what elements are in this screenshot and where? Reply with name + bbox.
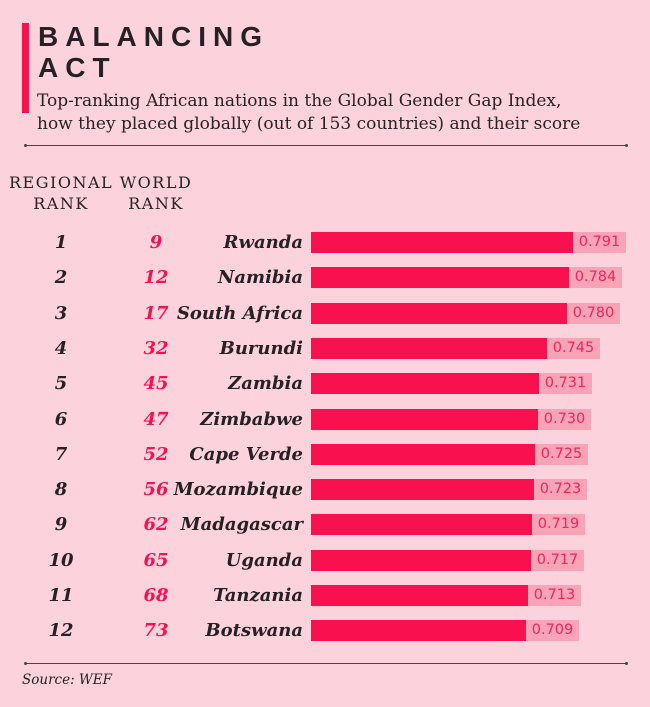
country-label: Burundi <box>219 337 303 359</box>
country-label: Namibia <box>217 267 303 289</box>
table-row: 4 32 Burundi 0.745 <box>0 337 650 359</box>
world-rank-value: 73 <box>143 620 169 642</box>
world-rank-value: 12 <box>143 267 169 289</box>
regional-rank-value: 7 <box>54 443 68 465</box>
country-label: Madagascar <box>180 514 303 536</box>
score-value: 0.780 <box>572 304 615 321</box>
score-value-chip: 0.745 <box>547 337 600 359</box>
world-rank-value: 62 <box>143 514 169 536</box>
regional-rank-value: 4 <box>54 337 68 359</box>
score-value-chip: 0.709 <box>526 620 579 642</box>
score-bar <box>311 373 539 395</box>
score-value-chip: 0.717 <box>531 549 584 571</box>
regional-rank-value: 6 <box>54 408 68 430</box>
regional-rank-value: 3 <box>54 302 68 324</box>
country-label: Botswana <box>205 620 303 642</box>
table-row: 3 17 South Africa 0.780 <box>0 302 650 324</box>
regional-rank-value: 5 <box>54 373 68 395</box>
score-value-chip: 0.784 <box>569 267 622 289</box>
score-bar <box>311 585 528 606</box>
regional-rank-value: 2 <box>54 267 68 289</box>
column-header-regional-rank: REGIONAL RANK <box>9 173 114 213</box>
world-rank-value: 65 <box>143 549 169 571</box>
country-label: South Africa <box>176 302 303 324</box>
score-bar <box>311 479 534 501</box>
bottom-divider <box>24 662 628 665</box>
score-value-chip: 0.719 <box>532 514 585 536</box>
country-label: Zambia <box>228 373 303 395</box>
table-row: 12 73 Botswana 0.709 <box>0 620 650 642</box>
regional-rank-value: 12 <box>48 620 74 642</box>
country-label: Cape Verde <box>189 443 303 465</box>
country-label: Uganda <box>225 549 303 571</box>
country-label: Mozambique <box>173 479 303 501</box>
world-rank-value: 45 <box>143 373 169 395</box>
score-value: 0.731 <box>544 375 587 392</box>
source-note: Source: WEF <box>22 672 113 688</box>
score-value: 0.719 <box>537 516 580 533</box>
score-bar <box>311 232 573 253</box>
table-row: 6 47 Zimbabwe 0.730 <box>0 408 650 430</box>
score-value: 0.723 <box>539 481 582 498</box>
regional-rank-value: 10 <box>48 549 74 571</box>
score-bar <box>311 549 531 571</box>
country-label: Zimbabwe <box>200 408 303 430</box>
table-row: 9 62 Madagascar 0.719 <box>0 514 650 536</box>
score-bar <box>311 620 526 642</box>
score-bar <box>311 337 547 359</box>
table-row: 8 56 Mozambique 0.723 <box>0 479 650 501</box>
score-value: 0.730 <box>543 410 586 427</box>
regional-rank-value: 1 <box>54 232 68 253</box>
table-row: 2 12 Namibia 0.784 <box>0 267 650 289</box>
score-bar <box>311 267 569 289</box>
table-row: 1 9 Rwanda 0.791 <box>0 232 650 253</box>
score-value-chip: 0.713 <box>528 585 581 606</box>
score-value-chip: 0.723 <box>534 479 587 501</box>
score-bar <box>311 514 532 536</box>
score-value: 0.725 <box>540 445 583 462</box>
table-row: 7 52 Cape Verde 0.725 <box>0 443 650 465</box>
score-value-chip: 0.780 <box>567 302 620 324</box>
page-subtitle: Top-ranking African nations in the Globa… <box>37 91 581 134</box>
world-rank-value: 47 <box>143 408 169 430</box>
regional-rank-value: 11 <box>48 585 74 606</box>
title-accent-bar <box>22 23 29 113</box>
score-bar <box>311 408 538 430</box>
world-rank-value: 32 <box>143 337 169 359</box>
score-value-chip: 0.731 <box>539 373 592 395</box>
score-value: 0.784 <box>574 269 617 286</box>
score-value: 0.745 <box>552 339 595 356</box>
score-value-chip: 0.725 <box>535 443 588 465</box>
regional-rank-value: 9 <box>54 514 68 536</box>
world-rank-value: 17 <box>143 302 169 324</box>
score-bar <box>311 302 567 324</box>
world-rank-value: 56 <box>143 479 169 501</box>
world-rank-value: 9 <box>149 232 163 253</box>
table-row: 5 45 Zambia 0.731 <box>0 373 650 395</box>
score-value: 0.709 <box>531 622 574 639</box>
world-rank-value: 68 <box>143 585 169 606</box>
country-label: Tanzania <box>213 585 303 606</box>
column-header-world-rank: WORLD RANK <box>119 173 193 213</box>
top-divider <box>24 144 628 147</box>
score-value: 0.791 <box>578 234 621 250</box>
score-value-chip: 0.730 <box>538 408 591 430</box>
score-bar <box>311 443 535 465</box>
country-label: Rwanda <box>223 232 303 253</box>
table-row: 10 65 Uganda 0.717 <box>0 549 650 571</box>
table-row: 11 68 Tanzania 0.713 <box>0 585 650 606</box>
page-title: BALANCING ACT <box>38 21 269 83</box>
regional-rank-value: 8 <box>54 479 68 501</box>
world-rank-value: 52 <box>143 443 169 465</box>
score-value: 0.713 <box>533 587 576 603</box>
score-value-chip: 0.791 <box>573 232 626 253</box>
score-value: 0.717 <box>536 551 579 568</box>
